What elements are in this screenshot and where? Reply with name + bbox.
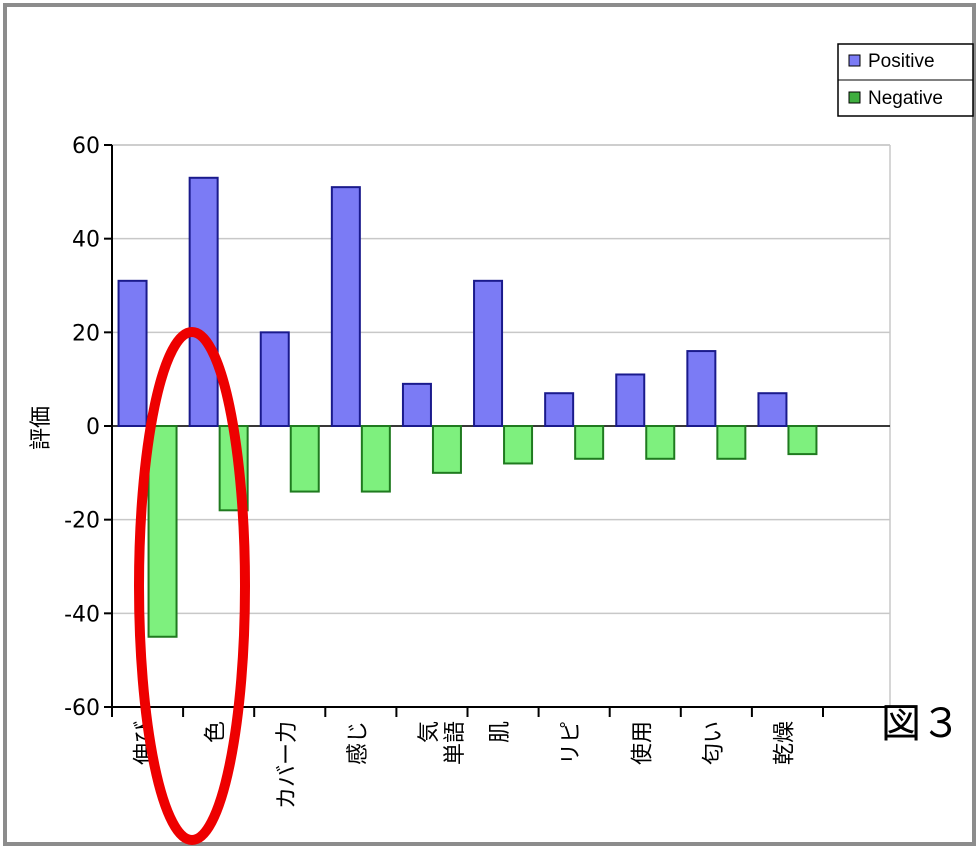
x-tick-label: 色 bbox=[204, 721, 229, 743]
x-tick-label: カバー力 bbox=[275, 721, 300, 809]
bar-negative bbox=[503, 425, 534, 465]
bar-positive bbox=[401, 382, 432, 428]
bar-positive bbox=[188, 176, 219, 427]
legend-swatch-negative bbox=[848, 91, 861, 104]
bar-positive bbox=[259, 331, 290, 428]
bars-layer bbox=[117, 176, 818, 638]
bar-negative bbox=[431, 425, 462, 474]
bar-negative bbox=[289, 425, 320, 493]
bar-positive bbox=[615, 373, 646, 428]
bar-positive bbox=[330, 186, 361, 427]
bar-negative bbox=[574, 425, 605, 460]
legend-label-negative: Negative bbox=[868, 88, 943, 109]
bar-positive bbox=[757, 392, 788, 428]
bar-negative bbox=[360, 425, 391, 493]
x-tick-label: 匂い bbox=[701, 721, 726, 765]
bar-negative bbox=[787, 425, 818, 456]
y-axis-title: 評価 bbox=[29, 406, 54, 450]
y-tick-label: 0 bbox=[86, 415, 100, 440]
bar-negative bbox=[716, 425, 747, 460]
x-tick-label: 肌 bbox=[488, 721, 513, 743]
y-tick-label: 60 bbox=[72, 134, 100, 159]
highlight-ellipse bbox=[134, 327, 250, 845]
legend-label-positive: Positive bbox=[868, 51, 935, 72]
legend: Positive Negative bbox=[837, 43, 974, 117]
x-tick-label: 単語 bbox=[443, 721, 468, 765]
outer-frame bbox=[3, 3, 976, 846]
x-tick-label: 使用 bbox=[630, 721, 655, 765]
y-tick-label: 40 bbox=[72, 228, 100, 253]
x-tick-labels: 伸び色カバー力 感じ気単語肌リピ 使用 匂い 乾燥 bbox=[133, 721, 798, 809]
x-tick-label: 乾燥 bbox=[772, 721, 797, 765]
y-tick-label: -40 bbox=[64, 602, 100, 627]
bar-positive bbox=[686, 350, 717, 428]
bar-positive bbox=[473, 279, 504, 428]
bar-positive bbox=[544, 392, 575, 428]
y-tick-labels: 60 40 20 0 -20 -40 -60 bbox=[64, 134, 100, 721]
x-tick-label: 気 bbox=[417, 721, 442, 743]
y-tick-label: -60 bbox=[64, 696, 100, 721]
x-tick-label: 感じ bbox=[346, 721, 371, 765]
bar-positive bbox=[117, 279, 148, 428]
legend-swatch-positive bbox=[848, 54, 861, 67]
figure-label: 図３ bbox=[881, 701, 961, 747]
y-tick-label: -20 bbox=[64, 509, 100, 534]
y-tick-label: 20 bbox=[72, 321, 100, 346]
x-tick-label: リピ bbox=[559, 721, 584, 765]
bar-negative bbox=[147, 425, 178, 638]
bar-negative bbox=[645, 425, 676, 460]
